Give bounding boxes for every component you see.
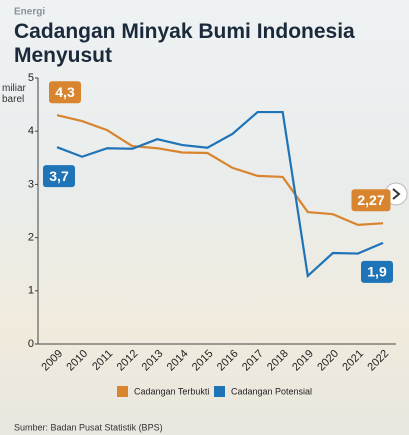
x-tick-label: 2015 bbox=[190, 348, 216, 374]
value-label: 4,3 bbox=[55, 84, 75, 100]
x-tick-label: 2016 bbox=[215, 348, 241, 374]
series-line bbox=[56, 110, 384, 279]
x-tick-label: 2009 bbox=[39, 348, 65, 374]
y-axis-label: miliar barel bbox=[2, 83, 26, 105]
y-tick-label: 2 bbox=[28, 232, 34, 244]
value-label-box bbox=[43, 165, 75, 188]
legend-label: Cadangan Terbukti bbox=[134, 386, 209, 396]
x-tick-label: 2013 bbox=[140, 348, 166, 374]
kicker: Energi bbox=[14, 7, 45, 18]
x-tick-label: 2022 bbox=[365, 348, 391, 374]
x-tick-label: 2019 bbox=[290, 348, 316, 374]
next-arrow[interactable] bbox=[392, 188, 401, 200]
x-tick-label: 2011 bbox=[90, 348, 115, 373]
x-tick-label: 2018 bbox=[265, 348, 291, 374]
y-tick-label: 1 bbox=[28, 285, 34, 297]
x-tick-label: 2012 bbox=[115, 348, 141, 374]
value-label-box bbox=[361, 260, 393, 283]
value-label: 3,7 bbox=[49, 168, 69, 184]
source: Sumber: Badan Pusat Statistik (BPS) bbox=[14, 422, 163, 432]
x-tick-label: 2017 bbox=[240, 348, 266, 374]
chart-title: Cadangan Minyak Bumi Indonesia Menyusut bbox=[14, 20, 355, 67]
x-tick-label: 2010 bbox=[64, 348, 90, 374]
y-tick-label: 3 bbox=[28, 178, 34, 190]
value-label: 1,9 bbox=[367, 264, 387, 280]
legend-label: Cadangan Potensial bbox=[231, 386, 312, 396]
x-tick-label: 2020 bbox=[315, 348, 341, 374]
value-label-box bbox=[49, 81, 81, 104]
value-label-box bbox=[351, 189, 391, 212]
value-label: 2,27 bbox=[357, 192, 384, 208]
legend-swatch bbox=[214, 386, 225, 397]
x-tick-label: 2014 bbox=[165, 348, 191, 374]
series-line bbox=[56, 114, 384, 226]
legend-swatch bbox=[117, 386, 128, 397]
y-label-box: miliar barel bbox=[2, 83, 26, 105]
y-tick-label: 4 bbox=[28, 125, 34, 137]
x-tick-label: 2021 bbox=[340, 348, 366, 374]
title-box: Cadangan Minyak Bumi Indonesia Menyusut bbox=[14, 20, 355, 67]
y-tick-label: 5 bbox=[28, 72, 34, 84]
y-tick-label: 0 bbox=[28, 338, 34, 350]
